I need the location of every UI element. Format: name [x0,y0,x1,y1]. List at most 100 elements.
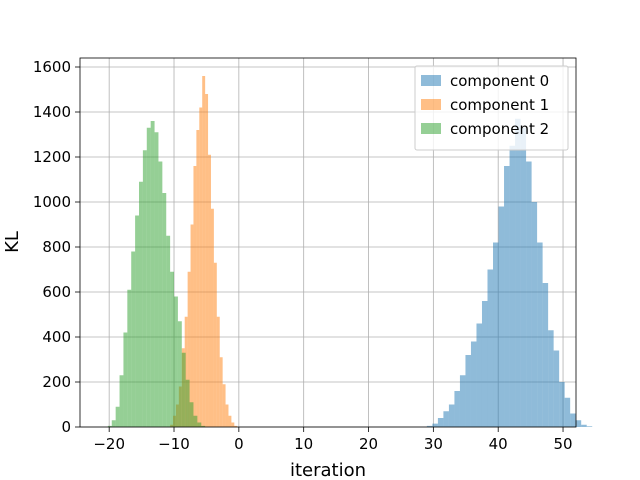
histogram-bar [570,413,576,427]
histogram-bar [181,352,186,427]
axis-ticks: −20 −10 0 10 20 30 40 50 0 200 400 600 800 1000 1200 14… [33,58,573,453]
histogram-bar [142,150,147,427]
x-tick-label: 20 [359,435,378,453]
histogram-bar [170,271,175,427]
legend-box [414,65,569,151]
histogram-bar [131,251,136,427]
histogram-bar [553,350,560,427]
histogram-bar [234,425,238,427]
legend-label: component 2 [450,120,549,138]
legend-label: component 0 [450,72,549,90]
y-tick-label: 800 [42,238,71,256]
x-tick-label: 0 [234,435,244,453]
histogram-bar [210,208,214,427]
histogram-bar [193,166,197,427]
legend-item: component 0 [421,72,549,90]
histogram-bar [498,206,505,427]
legend-swatch [421,75,441,86]
histogram-bar [432,423,438,427]
histogram-bar [174,296,178,427]
x-axis-label: iteration [290,460,366,480]
histogram-bar [202,76,206,427]
histogram-bar [127,289,132,427]
plot-frame [79,57,577,428]
histogram-bar [559,382,565,427]
histogram-bar [225,404,229,427]
histogram-bar [205,94,209,427]
legend-item: component 1 [421,96,549,114]
histogram-bar [437,418,444,427]
y-tick-label: 1000 [33,193,71,211]
series-0-bars [426,118,593,427]
histogram-bar [139,181,143,427]
x-tick-label: 30 [424,435,443,453]
histogram-bar [219,357,223,427]
histogram-bar [443,411,449,427]
histogram-bar [222,384,226,427]
histogram-bar [548,330,554,427]
histogram-bar [564,397,571,427]
histogram-bar [115,406,120,427]
x-tick-label: 40 [489,435,508,453]
legend-swatch [421,123,441,134]
histogram-bar [190,224,194,427]
x-tick-label: 50 [553,435,572,453]
x-tick-label: −20 [93,435,125,453]
histogram-bar [231,422,235,427]
histogram-bar [575,420,582,427]
histogram-bar [526,161,532,427]
histogram-bar [493,242,499,427]
histogram-bar [189,402,194,427]
histogram-bar [228,415,232,427]
histogram-bar [515,118,521,427]
histogram-bar [216,316,220,427]
histogram-bar [476,323,482,427]
histogram-bar [193,415,198,427]
histogram-bar [509,145,516,427]
histogram-bar [119,375,124,427]
y-tick-label: 0 [61,418,71,436]
histogram-bar [107,425,112,427]
histogram-bar [487,269,494,427]
y-tick-label: 1400 [33,103,71,121]
histogram-bar [185,379,190,427]
histogram-bar [201,425,206,427]
x-tick-label: −10 [158,435,190,453]
y-tick-label: 1600 [33,58,71,76]
histogram-bars [107,76,593,427]
histogram-bar [135,215,140,427]
histogram-bar [481,301,488,427]
histogram-bar [150,121,155,427]
x-tick-label: 10 [294,435,313,453]
histogram-bar [177,321,182,427]
histogram-bar [208,154,211,427]
histogram-bar [426,425,433,427]
histogram-bar [470,341,477,427]
y-tick-label: 1200 [33,148,71,166]
legend-swatch [421,99,441,110]
series-1-bars [170,76,238,427]
histogram-bar [504,166,510,427]
histogram-bar [111,420,116,427]
histogram-bar [154,132,159,427]
series-2-bars [107,121,206,427]
histogram-bar [196,130,200,427]
histogram-bar [586,426,593,427]
histogram-bar [542,283,549,427]
legend-label: component 1 [450,96,549,114]
histogram-bar [537,242,543,427]
histogram-bar [123,332,128,427]
y-tick-label: 200 [42,373,71,391]
histogram-bar [184,316,188,427]
histogram-bar [520,127,527,427]
histogram-bar [454,391,460,427]
histogram-bar [213,262,217,427]
y-tick-label: 600 [42,283,71,301]
axes-frame [79,57,577,428]
histogram-bar [465,355,471,427]
legend-item: component 2 [421,120,549,138]
histogram-bar [162,193,167,427]
y-tick-label: 400 [42,328,71,346]
histogram-bar [531,202,538,427]
